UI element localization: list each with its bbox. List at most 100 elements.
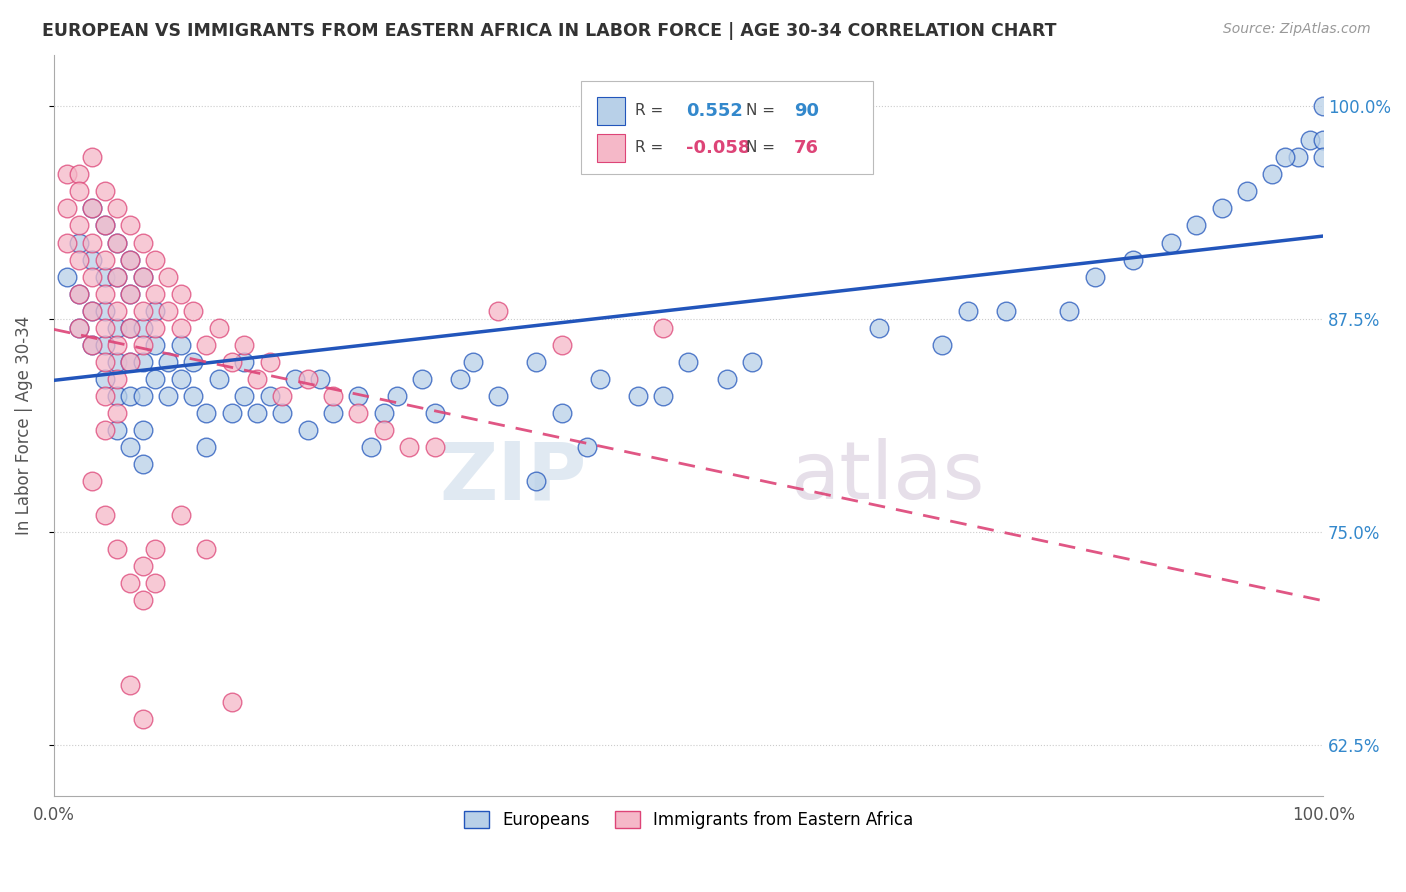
Point (80, 303, 103, 318)
Point (67, 320, 90, 334)
Point (588, 372, 610, 386)
Point (118, 576, 141, 591)
Point (118, 219, 141, 233)
Point (486, 303, 509, 318)
Point (131, 389, 153, 403)
Point (183, 303, 205, 318)
Point (1312, 133, 1334, 147)
Point (994, 303, 1017, 318)
Point (1122, 252, 1144, 267)
Text: EUROPEAN VS IMMIGRANTS FROM EASTERN AFRICA IN LABOR FORCE | AGE 30-34 CORRELATIO: EUROPEAN VS IMMIGRANTS FROM EASTERN AFRI… (42, 22, 1057, 40)
Point (93, 219, 115, 233)
Point (195, 542, 218, 557)
Point (67, 320, 90, 334)
Point (1236, 185, 1258, 199)
Text: -0.058: -0.058 (686, 139, 751, 157)
Point (1084, 269, 1107, 284)
Point (105, 320, 128, 334)
Point (105, 202, 128, 216)
Point (131, 457, 153, 471)
Point (652, 389, 675, 403)
Point (145, 303, 167, 318)
Point (652, 320, 675, 334)
Point (1059, 303, 1081, 318)
Point (449, 372, 471, 386)
Point (80, 303, 103, 318)
Point (93, 508, 115, 522)
Text: N =: N = (745, 103, 779, 119)
Point (93, 355, 115, 369)
Point (221, 355, 243, 369)
Text: R =: R = (636, 103, 668, 119)
Point (67, 286, 90, 301)
Point (347, 389, 370, 403)
Point (157, 355, 180, 369)
Point (956, 303, 979, 318)
Point (118, 286, 141, 301)
Point (80, 474, 103, 488)
Point (131, 355, 153, 369)
Point (183, 389, 205, 403)
Point (716, 372, 738, 386)
Text: 90: 90 (794, 102, 818, 120)
Text: Source: ZipAtlas.com: Source: ZipAtlas.com (1223, 22, 1371, 37)
Point (284, 372, 307, 386)
Point (105, 303, 128, 318)
Point (627, 389, 650, 403)
Point (118, 355, 141, 369)
Point (868, 320, 890, 334)
Point (93, 252, 115, 267)
Point (131, 713, 153, 727)
Point (131, 303, 153, 318)
Point (233, 337, 256, 351)
Point (131, 320, 153, 334)
Point (80, 202, 103, 216)
Point (271, 389, 294, 403)
Point (1261, 167, 1284, 181)
Point (118, 320, 141, 334)
Point (195, 406, 218, 420)
Point (93, 372, 115, 386)
Text: N =: N = (745, 140, 779, 155)
Text: atlas: atlas (790, 439, 984, 516)
Point (67, 185, 90, 199)
Point (131, 593, 153, 607)
Point (105, 235, 128, 250)
Text: ZIP: ZIP (440, 439, 586, 516)
Point (105, 542, 128, 557)
Point (67, 219, 90, 233)
Text: 0.552: 0.552 (686, 102, 742, 120)
Point (246, 372, 269, 386)
Point (145, 337, 167, 351)
Point (550, 406, 572, 420)
Point (118, 252, 141, 267)
Point (411, 372, 433, 386)
Point (118, 252, 141, 267)
Point (67, 286, 90, 301)
Point (1286, 150, 1309, 164)
Point (1312, 99, 1334, 113)
Point (259, 355, 281, 369)
Point (170, 508, 193, 522)
Point (93, 185, 115, 199)
Point (105, 235, 128, 250)
Point (93, 337, 115, 351)
Point (271, 406, 294, 420)
Point (145, 252, 167, 267)
Point (157, 269, 180, 284)
Point (170, 337, 193, 351)
Point (1160, 235, 1182, 250)
Point (1299, 133, 1322, 147)
Point (105, 269, 128, 284)
Point (360, 440, 382, 454)
Point (208, 372, 231, 386)
FancyBboxPatch shape (581, 81, 873, 174)
Point (55, 167, 77, 181)
Point (105, 355, 128, 369)
Point (1185, 219, 1208, 233)
Point (322, 406, 344, 420)
Point (118, 286, 141, 301)
Point (246, 406, 269, 420)
Point (741, 355, 763, 369)
Point (80, 252, 103, 267)
